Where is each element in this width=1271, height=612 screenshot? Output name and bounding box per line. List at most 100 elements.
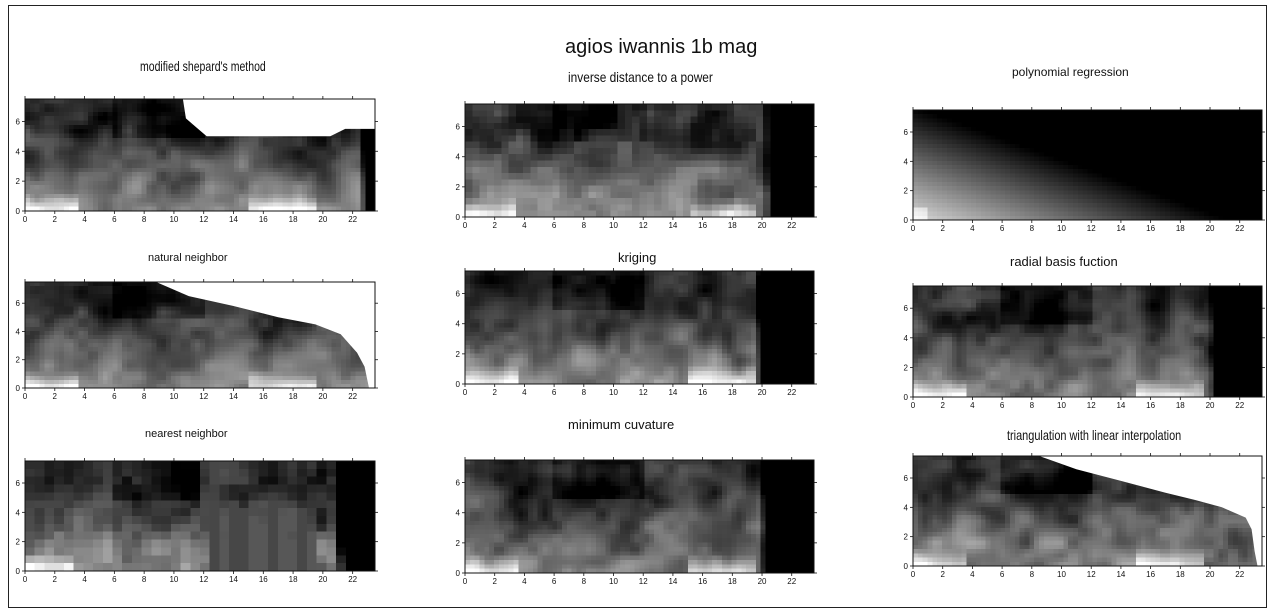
x-tick-label: 4: [522, 577, 527, 586]
x-tick-label: 14: [229, 575, 238, 584]
y-tick-label: 0: [16, 567, 21, 576]
y-tick-label: 4: [456, 320, 461, 329]
y-tick-label: 6: [904, 128, 909, 137]
x-tick-label: 2: [940, 224, 945, 233]
x-tick-label: 4: [970, 570, 975, 579]
plot-nearest: 0 2 4 6 8 10 12 14 16 18 20 22 0 2 4 6: [16, 458, 378, 584]
x-tick-label: 12: [1087, 401, 1096, 410]
x-tick-label: 0: [23, 215, 28, 224]
x-tick-label: 20: [318, 215, 327, 224]
x-tick-label: 22: [348, 392, 357, 401]
x-tick-label: 16: [1146, 401, 1155, 410]
x-tick-label: 6: [552, 577, 557, 586]
x-tick-label: 14: [1116, 401, 1125, 410]
x-tick-label: 20: [1206, 570, 1215, 579]
x-tick-label: 18: [728, 221, 737, 230]
x-tick-label: 16: [1146, 570, 1155, 579]
plot-frame: [24, 460, 376, 572]
x-tick-label: 18: [1176, 224, 1185, 233]
x-tick-label: 22: [1235, 570, 1244, 579]
x-tick-label: 22: [348, 575, 357, 584]
plot-frame: [464, 459, 815, 574]
x-tick-label: 12: [1087, 570, 1096, 579]
x-tick-label: 18: [289, 392, 298, 401]
x-tick-label: 18: [728, 577, 737, 586]
plot-frame: [912, 285, 1263, 398]
x-tick-label: 12: [199, 575, 208, 584]
x-tick-label: 14: [1116, 570, 1125, 579]
x-tick-label: 6: [1000, 401, 1005, 410]
figure-title: agios iwannis 1b mag: [565, 36, 758, 58]
x-tick-label: 22: [1235, 224, 1244, 233]
panel-title-rbf: radial basis fuction: [1010, 254, 1118, 269]
x-tick-label: 12: [639, 388, 648, 397]
x-tick-label: 16: [259, 392, 268, 401]
plot-frame: [24, 98, 376, 212]
x-tick-label: 10: [1057, 570, 1066, 579]
y-tick-label: 6: [16, 117, 21, 126]
x-tick-label: 4: [522, 388, 527, 397]
x-tick-label: 18: [1176, 401, 1185, 410]
y-tick-label: 4: [904, 334, 909, 343]
y-tick-label: 2: [456, 183, 461, 192]
x-tick-label: 8: [142, 215, 147, 224]
panel-title-idw: inverse distance to a power: [568, 69, 713, 85]
x-tick-label: 20: [758, 388, 767, 397]
y-tick-label: 0: [904, 562, 909, 571]
x-tick-label: 6: [112, 215, 117, 224]
x-tick-label: 14: [668, 221, 677, 230]
blank-region: [1039, 456, 1262, 566]
y-tick-label: 4: [456, 153, 461, 162]
x-tick-label: 0: [463, 388, 468, 397]
x-tick-label: 12: [1087, 224, 1096, 233]
y-tick-label: 6: [456, 290, 461, 299]
x-tick-label: 10: [169, 392, 178, 401]
x-tick-label: 4: [82, 392, 87, 401]
x-tick-label: 20: [318, 575, 327, 584]
plot-frame: [912, 109, 1263, 221]
x-tick-label: 22: [787, 577, 796, 586]
y-tick-label: 4: [16, 327, 21, 336]
blank-region: [182, 99, 375, 137]
panel-title-shepard: modified shepard's method: [140, 58, 266, 74]
x-tick-label: 0: [911, 570, 916, 579]
x-tick-label: 8: [1030, 224, 1035, 233]
x-tick-label: 8: [582, 577, 587, 586]
plot-triang: 0 2 4 6 8 10 12 14 16 18 20 22 0 2 4 6: [904, 453, 1265, 579]
y-tick-label: 4: [904, 157, 909, 166]
y-tick-label: 0: [16, 384, 21, 393]
x-tick-label: 4: [82, 575, 87, 584]
x-tick-label: 2: [53, 575, 58, 584]
heatmap-cells: [465, 271, 815, 385]
y-tick-label: 2: [456, 539, 461, 548]
x-tick-label: 4: [522, 221, 527, 230]
x-tick-label: 2: [940, 401, 945, 410]
x-tick-label: 18: [1176, 570, 1185, 579]
x-tick-label: 20: [318, 392, 327, 401]
x-tick-label: 12: [639, 221, 648, 230]
y-tick-label: 6: [904, 474, 909, 483]
x-tick-label: 4: [82, 215, 87, 224]
x-tick-label: 22: [1235, 401, 1244, 410]
x-tick-label: 0: [463, 221, 468, 230]
x-tick-label: 16: [259, 575, 268, 584]
x-tick-label: 4: [970, 401, 975, 410]
x-tick-label: 14: [668, 577, 677, 586]
x-tick-label: 20: [1206, 401, 1215, 410]
x-tick-label: 8: [1030, 401, 1035, 410]
x-tick-label: 8: [142, 575, 147, 584]
x-tick-label: 20: [1206, 224, 1215, 233]
x-tick-label: 2: [940, 570, 945, 579]
y-tick-label: 2: [16, 356, 21, 365]
y-tick-label: 2: [904, 187, 909, 196]
y-tick-label: 6: [904, 304, 909, 313]
x-tick-label: 8: [142, 392, 147, 401]
y-tick-label: 4: [16, 147, 21, 156]
heatmap-cells: [465, 460, 815, 574]
x-tick-label: 12: [639, 577, 648, 586]
plot-frame: [912, 455, 1263, 567]
plot-natneigh: 0 2 4 6 8 10 12 14 16 18 20 22 0 2 4 6: [16, 279, 378, 401]
plot-frame: [464, 103, 815, 218]
plot-frame: [464, 270, 815, 385]
plot-polyreg: 0 2 4 6 8 10 12 14 16 18 20 22 0 2 4 6: [904, 107, 1265, 233]
